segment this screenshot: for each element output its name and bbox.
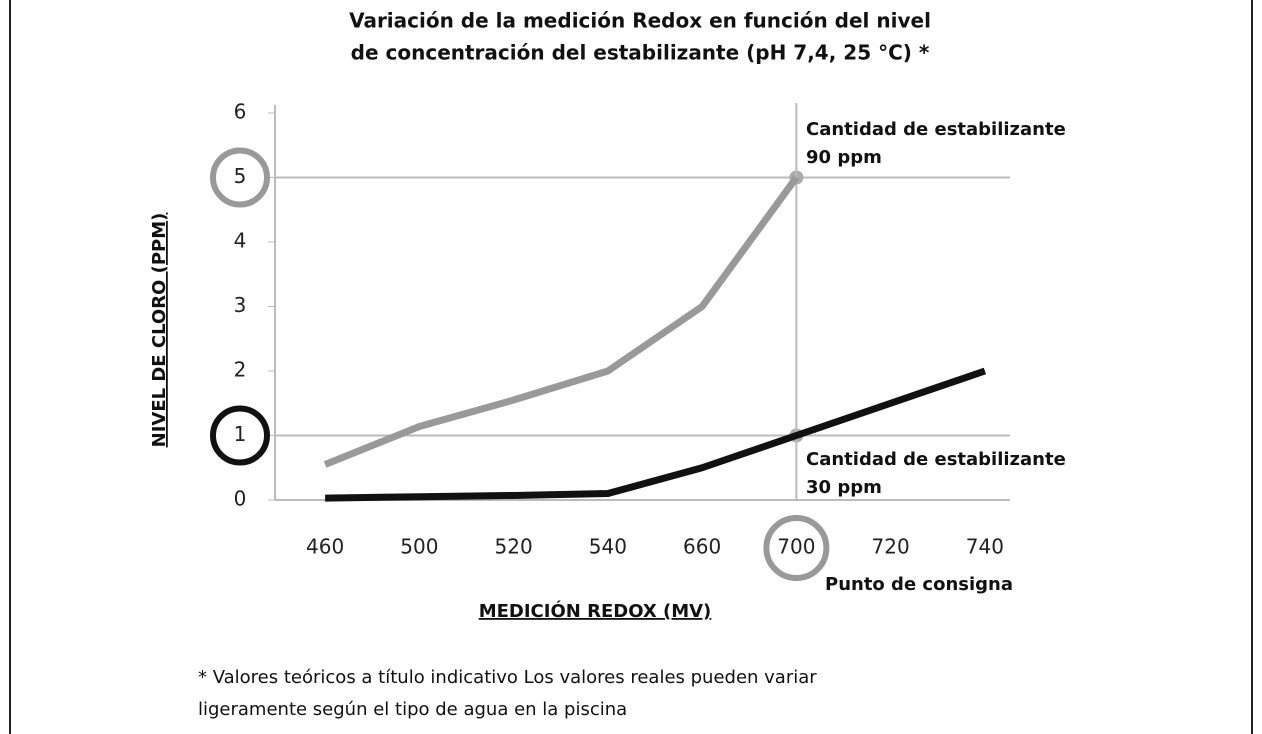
series-line (323, 175, 800, 468)
highlight-circle (210, 405, 270, 466)
annotation: 30 ppm (806, 477, 882, 498)
y-tick-label: 6 (234, 100, 247, 124)
highlight-circle (763, 515, 830, 581)
x-tick-label: 700 (777, 535, 815, 559)
chart-title: de concentración del estabilizante (pH 7… (351, 41, 930, 65)
x-tick-label: 540 (589, 535, 627, 559)
highlight-circle (210, 147, 270, 208)
y-tick-label: 3 (234, 293, 247, 317)
annotation: Cantidad de estabilizante (806, 449, 1066, 470)
x-tick-label: 660 (683, 535, 721, 559)
y-tick-label: 1 (234, 422, 247, 446)
frame (9, 0, 1253, 734)
footnote: ligeramente según el tipo de agua en la … (198, 699, 627, 720)
y-tick-label: 5 (234, 164, 247, 188)
annotation: 90 ppm (806, 147, 882, 168)
series-line (325, 367, 987, 502)
x-tick-label: 460 (306, 535, 344, 559)
y-tick-label: 0 (234, 487, 247, 511)
annotation: Cantidad de estabilizante (806, 119, 1066, 140)
x-tick-label: 500 (400, 535, 438, 559)
y-axis-label: NIVEL DE CLORO (PPM) (149, 213, 170, 448)
x-tick-label: 740 (966, 535, 1004, 559)
x-tick-label: 720 (872, 535, 910, 559)
y-tick-label: 4 (234, 229, 247, 253)
chart-title: Variación de la medición Redox en funció… (349, 9, 931, 33)
x-axis-label: MEDICIÓN REDOX (MV) (479, 600, 712, 622)
footnote: * Valores teóricos a título indicativo L… (198, 667, 817, 688)
x-tick-label: 520 (495, 535, 533, 559)
annotation: Punto de consigna (825, 574, 1013, 595)
y-tick-label: 2 (234, 358, 247, 382)
